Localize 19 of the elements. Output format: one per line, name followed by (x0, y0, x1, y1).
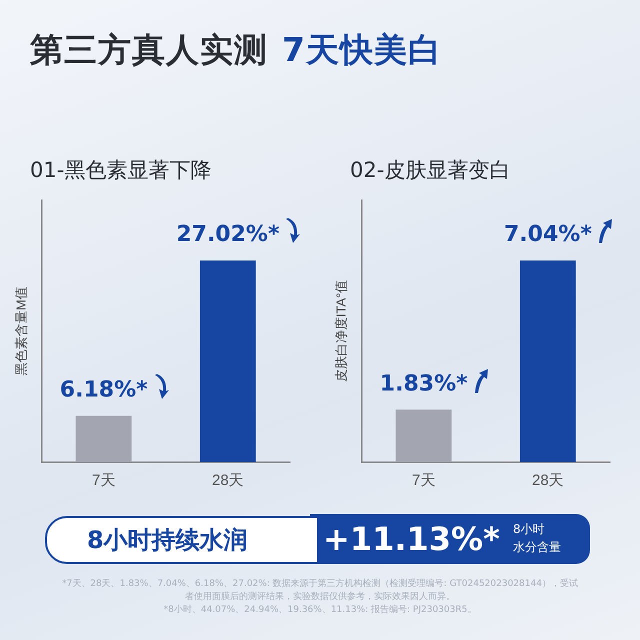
data-label: 27.02%* (176, 222, 280, 248)
text: 水分含量 (513, 539, 561, 556)
text: +11.13%* (323, 519, 500, 560)
x-tick-label: 7天 (92, 472, 116, 490)
data-label: 6.18%* (60, 378, 148, 403)
text: 8小时 (513, 521, 545, 538)
chart-title: 02-皮肤显著变白 (350, 157, 510, 184)
y-axis-title: 黑色素含量M值 (13, 286, 28, 376)
text: *7天、28天、1.83%、7.04%、6.18%、27.02%: 数据来源于第三方机构检测（检测受理编号: GT02452023028144），受试者使用面膜后的测评结果，实验数据仅供参考，实际效果因人而异。 (61, 578, 579, 604)
text: 第三方真人实测 7天快美白 (30, 30, 442, 69)
data-label: 1.83%* (380, 371, 468, 396)
data-label: 7.04%* (504, 222, 592, 248)
x-tick-label: 28天 (532, 472, 564, 490)
chart-title: 01-黑色素显著下降 (30, 157, 212, 184)
x-tick-label: 7天 (412, 472, 436, 490)
text: 8小时持续水润 (45, 516, 319, 564)
y-axis-title: 皮肤白净度ITA°值 (333, 280, 348, 382)
text: *8小时、44.07%、24.94%、19.36%、11.13%: 报告编号: PJ230303R5。 (162, 604, 478, 617)
x-tick-label: 28天 (212, 472, 244, 490)
